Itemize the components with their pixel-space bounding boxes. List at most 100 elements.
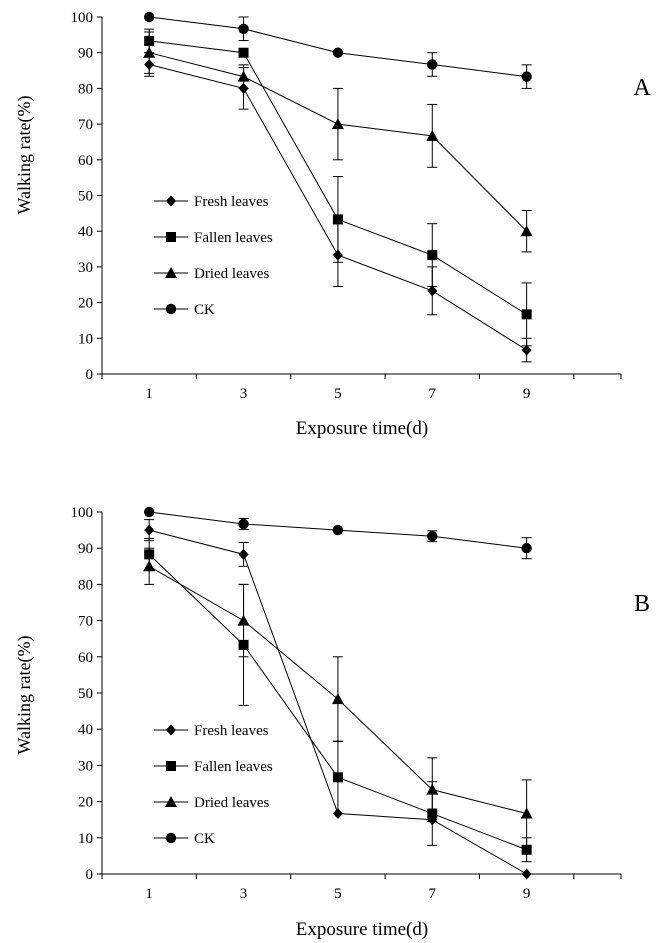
chart-b: 0 10 20 30 40 50 60 70 80 90 100 1 3 5 7 9 Fresh leaves F… (14, 505, 650, 940)
chart-b-y-tick-label: 30 (78, 758, 93, 774)
chart-b-data-point (237, 614, 250, 626)
chart-b-data-point (521, 543, 532, 554)
chart-a-data-point (143, 46, 156, 58)
chart-b-data-point (238, 548, 249, 560)
chart-a-data-point (427, 59, 438, 70)
chart-a-data-point (332, 214, 343, 225)
chart-a-legend-item: CK (154, 302, 215, 318)
chart-a-y-tick-label: 20 (78, 296, 93, 312)
chart-b-legend-marker (165, 796, 177, 807)
chart-b-y-tick-label: 40 (78, 722, 93, 738)
chart-b-data-point (521, 868, 532, 880)
chart-b-legend-label: Fresh leaves (194, 723, 269, 739)
chart-b-legend-label: Dried leaves (194, 795, 270, 811)
chart-b-data-point (144, 524, 155, 536)
chart-a-legend-marker (165, 303, 177, 315)
chart-b-legend-marker (165, 832, 177, 844)
chart-a-data-point (331, 118, 344, 130)
chart-a-data-point (143, 11, 155, 23)
chart-a-y-tick-label: 40 (78, 224, 93, 240)
chart-a-legend-label: Fresh leaves (194, 194, 269, 210)
chart-a-legend-item: Dried leaves (154, 266, 270, 282)
chart-b-y-tick-label: 70 (78, 614, 93, 630)
chart-b-x-tick-label: 9 (523, 886, 531, 902)
chart-b-x-tick-label: 1 (145, 886, 153, 902)
chart-b-data-point (426, 783, 439, 795)
chart-a-legend-marker (166, 232, 176, 242)
chart-a-y-tick-label: 70 (78, 117, 93, 133)
chart-a-plot-area: 0 10 20 30 40 50 60 70 80 90 100 1 3 5 7 9 Fresh leaves F… (71, 10, 622, 402)
chart-a-y-tick-label: 90 (78, 46, 93, 62)
chart-a-y-tick-label: 30 (78, 260, 93, 276)
chart-b-legend-item: Fallen leaves (154, 759, 273, 775)
chart-a-legend-label: CK (194, 302, 215, 318)
chart-b-y-tick-label: 80 (78, 577, 93, 593)
chart-b-data-point (238, 518, 249, 530)
chart-b-series-dried-leaves (143, 547, 533, 848)
chart-a-data-point (521, 309, 532, 320)
chart-b-x-tick-label: 3 (240, 886, 248, 902)
chart-a-x-tick-label: 3 (240, 386, 248, 402)
chart-b-data-point (521, 844, 532, 855)
chart-a-y-tick-label: 100 (71, 10, 94, 26)
chart-a-series-line (149, 16, 527, 78)
chart-b-x-axis-label: Exposure time(d) (296, 919, 428, 940)
chart-a-legend-marker (166, 195, 176, 207)
chart-a-y-tick-label: 0 (86, 367, 94, 383)
chart-a-panel-label: A (633, 75, 651, 101)
chart-b-y-tick-label: 0 (86, 867, 94, 883)
chart-a-legend-label: Dried leaves (194, 266, 270, 282)
chart-b-x-tick-label: 5 (334, 886, 342, 902)
chart-b-legend-item: Dried leaves (154, 795, 270, 811)
chart-a-series-fallen-leaves (144, 28, 532, 347)
chart-b-legend-marker (166, 761, 176, 771)
chart-a-data-point (427, 250, 438, 261)
chart-b-data-point (143, 506, 155, 518)
chart-b-data-point (427, 531, 438, 542)
chart-a-y-axis-label: Walking rate(%) (14, 95, 35, 214)
chart-a-series-ck (143, 11, 532, 89)
chart-b-y-tick-label: 100 (71, 505, 94, 521)
chart-a-data-point (427, 285, 438, 297)
chart-b-data-point (332, 524, 344, 536)
chart-a-legend-item: Fresh leaves (154, 194, 269, 210)
chart-a-legend-marker (165, 267, 177, 278)
chart-b-x-tick-label: 7 (429, 886, 437, 902)
chart-a-data-point (521, 71, 532, 82)
chart-b-y-tick-label: 90 (78, 541, 93, 557)
chart-b-data-point (331, 693, 344, 705)
chart-a-data-point (332, 47, 344, 58)
chart-a-x-tick-label: 9 (523, 386, 531, 402)
chart-a-x-tick-label: 7 (429, 386, 437, 402)
chart-a-y-tick-label: 50 (78, 189, 93, 205)
chart-b-data-point (520, 807, 533, 819)
chart-b-legend-item: CK (154, 831, 215, 847)
chart-a-data-point (237, 70, 250, 82)
chart-a-data-point (520, 225, 533, 237)
chart-b-legend-label: Fallen leaves (194, 759, 273, 775)
chart-b-y-tick-label: 60 (78, 650, 93, 666)
chart-b-y-tick-label: 50 (78, 686, 93, 702)
chart-b-legend-label: CK (194, 831, 215, 847)
chart-a-data-point (238, 23, 249, 34)
chart-a-legend-item: Fallen leaves (154, 230, 273, 246)
chart-b-y-tick-label: 10 (78, 831, 93, 847)
chart-b-y-tick-label: 20 (78, 795, 93, 811)
chart-b-panel-label: B (634, 591, 650, 617)
chart-a-y-tick-label: 10 (78, 331, 93, 347)
chart-b-data-point (143, 560, 156, 572)
chart-a-x-axis-label: Exposure time(d) (296, 418, 428, 439)
chart-a-y-tick-label: 60 (78, 153, 93, 169)
chart-a-x-tick-label: 1 (145, 386, 153, 402)
chart-b-legend-marker (166, 724, 176, 736)
chart-b-series-ck (143, 506, 532, 560)
chart-b-y-axis-label: Walking rate(%) (14, 635, 35, 754)
chart-a-y-tick-label: 80 (78, 81, 93, 97)
chart-a-data-point (426, 129, 439, 141)
chart-a-legend-label: Fallen leaves (194, 230, 273, 246)
chart-b-plot-area: 0 10 20 30 40 50 60 70 80 90 100 1 3 5 7 9 Fresh leaves F… (71, 505, 622, 902)
chart-b-data-point (332, 772, 343, 783)
chart-a-data-point (521, 344, 532, 356)
chart-b-legend-item: Fresh leaves (154, 723, 269, 739)
